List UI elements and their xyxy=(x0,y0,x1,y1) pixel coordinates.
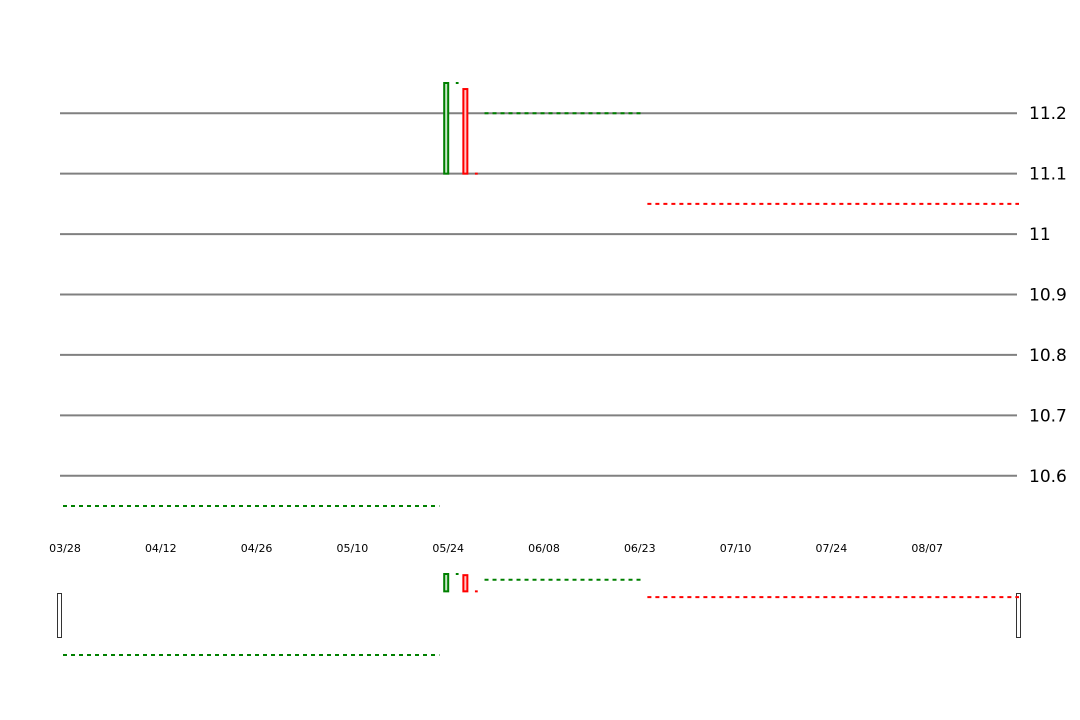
candle xyxy=(443,82,450,175)
y-tick-label: 10.7 xyxy=(1029,406,1067,426)
y-tick-label: 11.1 xyxy=(1029,165,1067,185)
x-tick-label: 04/12 xyxy=(145,542,177,555)
main-plot-marks xyxy=(63,82,1019,507)
y-tick-label: 11 xyxy=(1029,225,1051,245)
x-tick-label: 05/24 xyxy=(432,542,464,555)
x-tick-label: 06/23 xyxy=(624,542,656,555)
navigator-candle xyxy=(462,574,469,593)
candle xyxy=(462,88,469,175)
x-tick-label: 07/24 xyxy=(816,542,848,555)
x-tick-label: 06/08 xyxy=(528,542,560,555)
navigator-candle xyxy=(443,573,450,593)
x-tick-label: 07/10 xyxy=(720,542,752,555)
x-tick-label: 03/28 xyxy=(49,542,81,555)
y-tick-label: 11.2 xyxy=(1029,104,1067,124)
y-tick-label: 10.6 xyxy=(1029,467,1067,487)
x-axis-labels: 03/28 04/12 04/26 05/10 05/24 06/08 06/23 07/10… xyxy=(49,542,943,555)
x-tick-label: 08/07 xyxy=(911,542,943,555)
navigator-left-handle[interactable] xyxy=(57,593,62,638)
x-tick-label: 05/10 xyxy=(337,542,369,555)
x-tick-label: 04/26 xyxy=(241,542,273,555)
navigator-panel xyxy=(57,573,1021,656)
y-tick-label: 10.8 xyxy=(1029,346,1067,366)
y-tick-label: 10.9 xyxy=(1029,286,1067,306)
navigator-right-handle[interactable] xyxy=(1016,593,1021,638)
grid-lines xyxy=(60,112,1017,477)
y-axis-labels: 11.2 11.1 11 10.9 10.8 10.7 10.6 xyxy=(1029,104,1067,487)
